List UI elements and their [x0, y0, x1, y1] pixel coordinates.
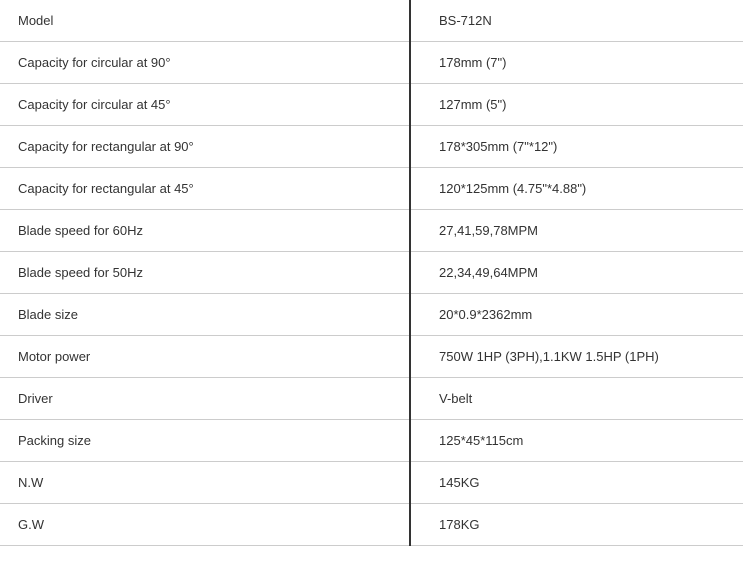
spec-value: 20*0.9*2362mm [410, 294, 743, 336]
spec-label: Packing size [0, 420, 410, 462]
spec-value: 22,34,49,64MPM [410, 252, 743, 294]
specifications-table: Model BS-712N Capacity for circular at 9… [0, 0, 743, 546]
spec-value: 178KG [410, 504, 743, 546]
spec-value: 125*45*115cm [410, 420, 743, 462]
table-row: N.W 145KG [0, 462, 743, 504]
spec-value: 120*125mm (4.75"*4.88") [410, 168, 743, 210]
spec-value: 178mm (7") [410, 42, 743, 84]
spec-label: Capacity for circular at 90° [0, 42, 410, 84]
table-row: Capacity for rectangular at 45° 120*125m… [0, 168, 743, 210]
table-row: Capacity for circular at 45° 127mm (5") [0, 84, 743, 126]
table-row: Blade size 20*0.9*2362mm [0, 294, 743, 336]
table-row: Blade speed for 60Hz 27,41,59,78MPM [0, 210, 743, 252]
table-row: Blade speed for 50Hz 22,34,49,64MPM [0, 252, 743, 294]
spec-value: 750W 1HP (3PH),1.1KW 1.5HP (1PH) [410, 336, 743, 378]
spec-label: Motor power [0, 336, 410, 378]
spec-value: 178*305mm (7"*12") [410, 126, 743, 168]
specifications-body: Model BS-712N Capacity for circular at 9… [0, 0, 743, 546]
table-row: Capacity for rectangular at 90° 178*305m… [0, 126, 743, 168]
spec-label: N.W [0, 462, 410, 504]
table-row: Driver V-belt [0, 378, 743, 420]
spec-label: Model [0, 0, 410, 42]
spec-value: 145KG [410, 462, 743, 504]
spec-label: G.W [0, 504, 410, 546]
spec-label: Capacity for circular at 45° [0, 84, 410, 126]
spec-label: Capacity for rectangular at 90° [0, 126, 410, 168]
spec-label: Blade speed for 60Hz [0, 210, 410, 252]
spec-value: 27,41,59,78MPM [410, 210, 743, 252]
spec-value: 127mm (5") [410, 84, 743, 126]
table-row: Packing size 125*45*115cm [0, 420, 743, 462]
table-row: G.W 178KG [0, 504, 743, 546]
table-row: Model BS-712N [0, 0, 743, 42]
table-row: Capacity for circular at 90° 178mm (7") [0, 42, 743, 84]
spec-label: Blade speed for 50Hz [0, 252, 410, 294]
spec-value: BS-712N [410, 0, 743, 42]
spec-label: Capacity for rectangular at 45° [0, 168, 410, 210]
spec-label: Blade size [0, 294, 410, 336]
spec-value: V-belt [410, 378, 743, 420]
table-row: Motor power 750W 1HP (3PH),1.1KW 1.5HP (… [0, 336, 743, 378]
spec-label: Driver [0, 378, 410, 420]
